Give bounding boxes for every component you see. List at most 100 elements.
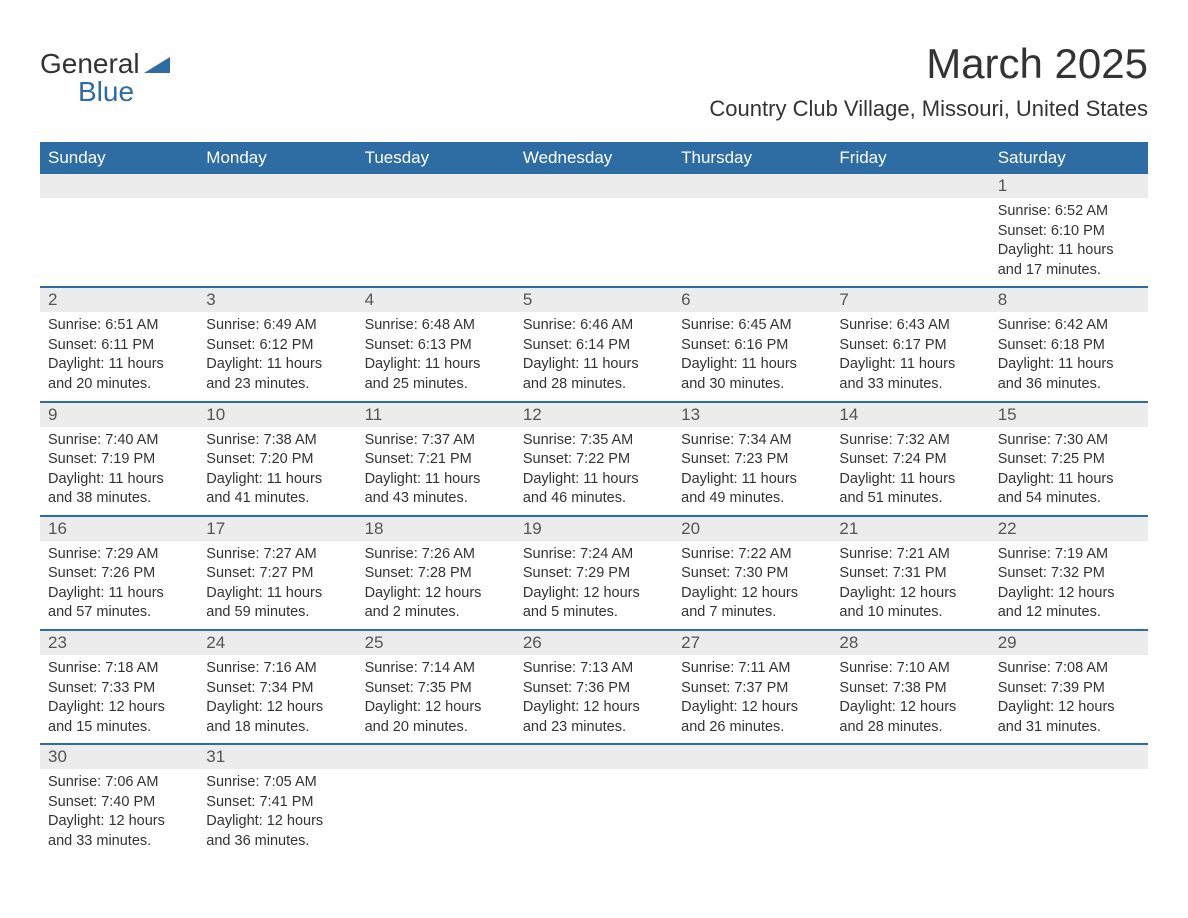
day-content-cell: Sunrise: 6:48 AMSunset: 6:13 PMDaylight:… [357, 312, 515, 401]
daylight-text-1: Daylight: 12 hours [206, 812, 348, 832]
day-header-sunday: Sunday [40, 142, 198, 174]
daylight-text-2: and 59 minutes. [206, 603, 348, 623]
day-content-cell: Sunrise: 7:27 AMSunset: 7:27 PMDaylight:… [198, 541, 356, 630]
daylight-text-1: Daylight: 12 hours [523, 698, 665, 718]
day-content-cell: Sunrise: 7:21 AMSunset: 7:31 PMDaylight:… [831, 541, 989, 630]
header: General Blue March 2025 Country Club Vil… [40, 40, 1148, 122]
daylight-text-1: Daylight: 11 hours [48, 470, 190, 490]
day-content-cell: Sunrise: 6:51 AMSunset: 6:11 PMDaylight:… [40, 312, 198, 401]
day-content-cell: Sunrise: 7:18 AMSunset: 7:33 PMDaylight:… [40, 655, 198, 744]
sunrise-text: Sunrise: 7:19 AM [998, 545, 1140, 565]
daylight-text-1: Daylight: 11 hours [206, 355, 348, 375]
sunrise-text: Sunrise: 6:46 AM [523, 316, 665, 336]
sunset-text: Sunset: 7:28 PM [365, 564, 507, 584]
sunset-text: Sunset: 7:36 PM [523, 679, 665, 699]
daylight-text-2: and 25 minutes. [365, 375, 507, 395]
day-number-cell: 5 [515, 287, 673, 312]
day-header-saturday: Saturday [990, 142, 1148, 174]
sunset-text: Sunset: 7:19 PM [48, 450, 190, 470]
day-number-cell: 3 [198, 287, 356, 312]
week-content-row: Sunrise: 7:06 AMSunset: 7:40 PMDaylight:… [40, 769, 1148, 857]
week-content-row: Sunrise: 6:51 AMSunset: 6:11 PMDaylight:… [40, 312, 1148, 401]
day-content-cell: Sunrise: 7:37 AMSunset: 7:21 PMDaylight:… [357, 427, 515, 516]
day-number-cell [40, 174, 198, 198]
sunrise-text: Sunrise: 7:16 AM [206, 659, 348, 679]
daylight-text-1: Daylight: 12 hours [48, 698, 190, 718]
logo-text-blue: Blue [78, 78, 170, 106]
day-header-row: SundayMondayTuesdayWednesdayThursdayFrid… [40, 142, 1148, 174]
day-number-cell [357, 744, 515, 769]
sunrise-text: Sunrise: 7:37 AM [365, 431, 507, 451]
sunrise-text: Sunrise: 7:05 AM [206, 773, 348, 793]
day-number-cell: 2 [40, 287, 198, 312]
daylight-text-2: and 2 minutes. [365, 603, 507, 623]
daylight-text-1: Daylight: 11 hours [523, 355, 665, 375]
daylight-text-2: and 36 minutes. [998, 375, 1140, 395]
sunset-text: Sunset: 7:23 PM [681, 450, 823, 470]
day-content-cell: Sunrise: 7:13 AMSunset: 7:36 PMDaylight:… [515, 655, 673, 744]
daylight-text-1: Daylight: 11 hours [48, 355, 190, 375]
day-number-cell: 21 [831, 516, 989, 541]
day-content-cell: Sunrise: 7:38 AMSunset: 7:20 PMDaylight:… [198, 427, 356, 516]
day-number-cell: 20 [673, 516, 831, 541]
sunrise-text: Sunrise: 7:27 AM [206, 545, 348, 565]
day-number-cell: 23 [40, 630, 198, 655]
day-header-wednesday: Wednesday [515, 142, 673, 174]
daylight-text-2: and 41 minutes. [206, 489, 348, 509]
daylight-text-1: Daylight: 11 hours [839, 470, 981, 490]
sunset-text: Sunset: 6:18 PM [998, 336, 1140, 356]
day-content-cell: Sunrise: 7:16 AMSunset: 7:34 PMDaylight:… [198, 655, 356, 744]
day-content-cell: Sunrise: 6:49 AMSunset: 6:12 PMDaylight:… [198, 312, 356, 401]
daylight-text-2: and 15 minutes. [48, 718, 190, 738]
daylight-text-1: Daylight: 11 hours [523, 470, 665, 490]
sunrise-text: Sunrise: 7:10 AM [839, 659, 981, 679]
day-number-cell: 13 [673, 402, 831, 427]
day-content-cell: Sunrise: 7:10 AMSunset: 7:38 PMDaylight:… [831, 655, 989, 744]
day-number-cell: 12 [515, 402, 673, 427]
day-content-cell [673, 769, 831, 857]
sunrise-text: Sunrise: 6:51 AM [48, 316, 190, 336]
sunrise-text: Sunrise: 7:29 AM [48, 545, 190, 565]
daylight-text-1: Daylight: 11 hours [206, 470, 348, 490]
day-content-cell: Sunrise: 7:40 AMSunset: 7:19 PMDaylight:… [40, 427, 198, 516]
daylight-text-2: and 28 minutes. [839, 718, 981, 738]
sunrise-text: Sunrise: 7:30 AM [998, 431, 1140, 451]
sunrise-text: Sunrise: 7:24 AM [523, 545, 665, 565]
day-number-cell: 22 [990, 516, 1148, 541]
sunset-text: Sunset: 7:25 PM [998, 450, 1140, 470]
day-content-cell: Sunrise: 7:32 AMSunset: 7:24 PMDaylight:… [831, 427, 989, 516]
day-number-cell: 14 [831, 402, 989, 427]
daylight-text-1: Daylight: 11 hours [681, 470, 823, 490]
sunset-text: Sunset: 7:39 PM [998, 679, 1140, 699]
sunset-text: Sunset: 7:41 PM [206, 793, 348, 813]
day-header-tuesday: Tuesday [357, 142, 515, 174]
daylight-text-1: Daylight: 12 hours [206, 698, 348, 718]
sunset-text: Sunset: 7:30 PM [681, 564, 823, 584]
day-number-cell: 6 [673, 287, 831, 312]
week-number-row: 23242526272829 [40, 630, 1148, 655]
daylight-text-2: and 20 minutes. [365, 718, 507, 738]
day-number-cell [831, 744, 989, 769]
sunset-text: Sunset: 7:33 PM [48, 679, 190, 699]
day-number-cell: 17 [198, 516, 356, 541]
day-number-cell: 28 [831, 630, 989, 655]
week-number-row: 16171819202122 [40, 516, 1148, 541]
daylight-text-1: Daylight: 11 hours [998, 355, 1140, 375]
day-content-cell [990, 769, 1148, 857]
daylight-text-1: Daylight: 12 hours [839, 698, 981, 718]
location-text: Country Club Village, Missouri, United S… [709, 96, 1148, 122]
daylight-text-2: and 23 minutes. [523, 718, 665, 738]
day-content-cell [357, 769, 515, 857]
day-number-cell: 8 [990, 287, 1148, 312]
sunrise-text: Sunrise: 7:13 AM [523, 659, 665, 679]
day-header-monday: Monday [198, 142, 356, 174]
day-header-thursday: Thursday [673, 142, 831, 174]
daylight-text-1: Daylight: 12 hours [48, 812, 190, 832]
sunset-text: Sunset: 6:11 PM [48, 336, 190, 356]
day-number-cell [198, 174, 356, 198]
day-number-cell [831, 174, 989, 198]
day-number-cell [673, 174, 831, 198]
daylight-text-2: and 38 minutes. [48, 489, 190, 509]
sunset-text: Sunset: 6:16 PM [681, 336, 823, 356]
day-number-cell: 31 [198, 744, 356, 769]
